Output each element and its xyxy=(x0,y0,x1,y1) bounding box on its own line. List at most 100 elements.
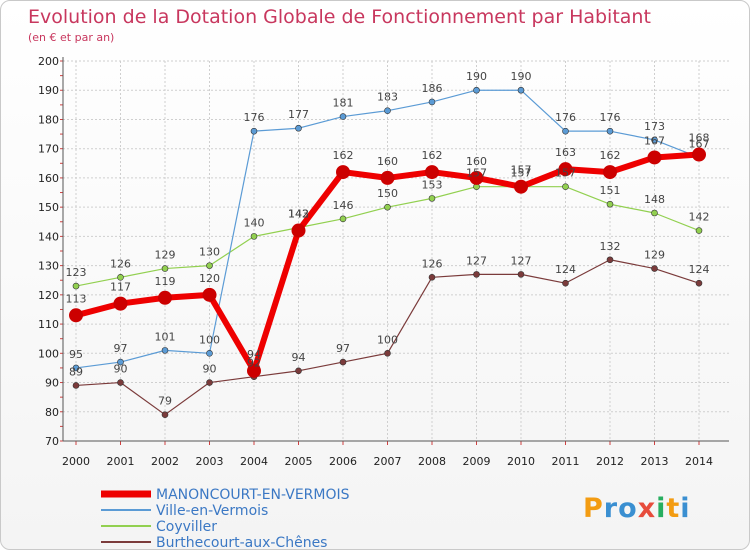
data-point xyxy=(517,86,525,94)
data-point xyxy=(562,183,569,190)
data-point xyxy=(161,347,169,354)
y-tick-label: 120 xyxy=(38,289,59,302)
legend-label: Ville-en-Vermois xyxy=(156,503,268,519)
data-point xyxy=(473,271,480,278)
data-label: 79 xyxy=(158,395,172,408)
logo-letter: P xyxy=(583,493,604,524)
legend-label: Coyviller xyxy=(156,519,217,535)
x-tick-label: 2006 xyxy=(329,455,357,468)
logo-letter: i xyxy=(656,493,666,524)
data-label: 97 xyxy=(336,342,350,355)
legend-label: Burthecourt-aux-Chênes xyxy=(156,535,327,549)
data-label: 167 xyxy=(644,134,665,147)
data-label: 142 xyxy=(689,211,710,224)
data-point xyxy=(651,265,658,272)
y-tick-label: 70 xyxy=(45,435,59,448)
data-label: 89 xyxy=(69,365,83,378)
data-point xyxy=(72,282,80,290)
data-point xyxy=(202,287,217,302)
data-label: 127 xyxy=(511,254,532,267)
data-point xyxy=(606,256,614,264)
y-tick-label: 190 xyxy=(38,84,59,97)
data-point xyxy=(250,233,258,240)
data-label: 126 xyxy=(110,257,131,270)
data-label: 94 xyxy=(247,348,261,361)
y-tick-label: 180 xyxy=(38,113,59,126)
data-label: 160 xyxy=(466,155,487,168)
data-label: 173 xyxy=(644,120,665,133)
data-label: 162 xyxy=(600,149,621,162)
data-label: 146 xyxy=(333,199,354,212)
series-lines xyxy=(69,86,706,418)
data-label: 90 xyxy=(203,363,217,376)
data-label: 126 xyxy=(422,257,443,270)
data-point xyxy=(647,150,662,165)
data-label: 95 xyxy=(69,348,83,361)
data-label: 162 xyxy=(333,149,354,162)
data-label: 90 xyxy=(114,363,128,376)
x-tick-label: 2010 xyxy=(507,455,535,468)
data-label: 153 xyxy=(422,178,443,191)
data-label: 157 xyxy=(511,167,532,180)
data-point xyxy=(695,227,703,234)
data-point xyxy=(69,308,83,323)
data-point xyxy=(72,364,80,372)
data-point xyxy=(562,127,569,135)
data-point xyxy=(558,162,573,177)
data-point xyxy=(651,136,658,144)
data-point xyxy=(339,215,347,223)
data-point xyxy=(206,379,213,386)
data-point xyxy=(291,223,306,238)
data-point xyxy=(562,279,569,287)
x-tick-label: 2012 xyxy=(596,455,624,468)
data-point xyxy=(428,98,436,106)
data-point xyxy=(72,382,80,389)
y-tick-label: 150 xyxy=(38,201,59,214)
data-label: 124 xyxy=(555,263,576,276)
data-label: 127 xyxy=(466,254,487,267)
data-point xyxy=(158,290,172,305)
data-point xyxy=(425,165,439,180)
data-label: 130 xyxy=(199,246,220,259)
data-point xyxy=(161,265,169,272)
data-point xyxy=(517,271,525,278)
data-point xyxy=(384,203,391,211)
data-label: 157 xyxy=(555,167,576,180)
data-label: 129 xyxy=(155,249,176,262)
data-label: 183 xyxy=(377,91,398,104)
y-tick-label: 170 xyxy=(38,143,59,156)
legend-label: MANONCOURT-EN-VERMOIS xyxy=(156,487,350,503)
x-tick-label: 2007 xyxy=(374,455,402,468)
data-label: 92 xyxy=(247,357,261,370)
x-tick-label: 2004 xyxy=(240,455,268,468)
data-point xyxy=(380,170,395,185)
data-label: 162 xyxy=(422,149,443,162)
data-label: 132 xyxy=(600,240,621,253)
data-point xyxy=(651,209,658,217)
proxiti-logo: Proxiti xyxy=(583,493,691,524)
x-tick-label: 2011 xyxy=(552,455,580,468)
data-label: 97 xyxy=(114,342,128,355)
data-point xyxy=(606,200,614,208)
proxiti-logo-text: Proxiti xyxy=(583,493,691,524)
x-tick-label: 2001 xyxy=(107,455,135,468)
data-label: 129 xyxy=(644,249,665,262)
x-tick-label: 2000 xyxy=(62,455,90,468)
data-point xyxy=(161,411,169,418)
data-point xyxy=(339,113,347,120)
y-tick-label: 200 xyxy=(38,55,59,68)
data-point xyxy=(250,127,258,135)
logo-letter: o xyxy=(618,493,638,524)
data-label: 148 xyxy=(644,193,665,206)
data-label: 190 xyxy=(511,70,532,83)
data-label: 119 xyxy=(155,275,176,288)
y-tick-label: 80 xyxy=(45,406,59,419)
y-tick-label: 130 xyxy=(38,260,59,273)
data-point xyxy=(206,262,213,269)
data-point xyxy=(117,358,124,366)
data-point xyxy=(384,350,391,357)
data-point xyxy=(695,279,703,287)
